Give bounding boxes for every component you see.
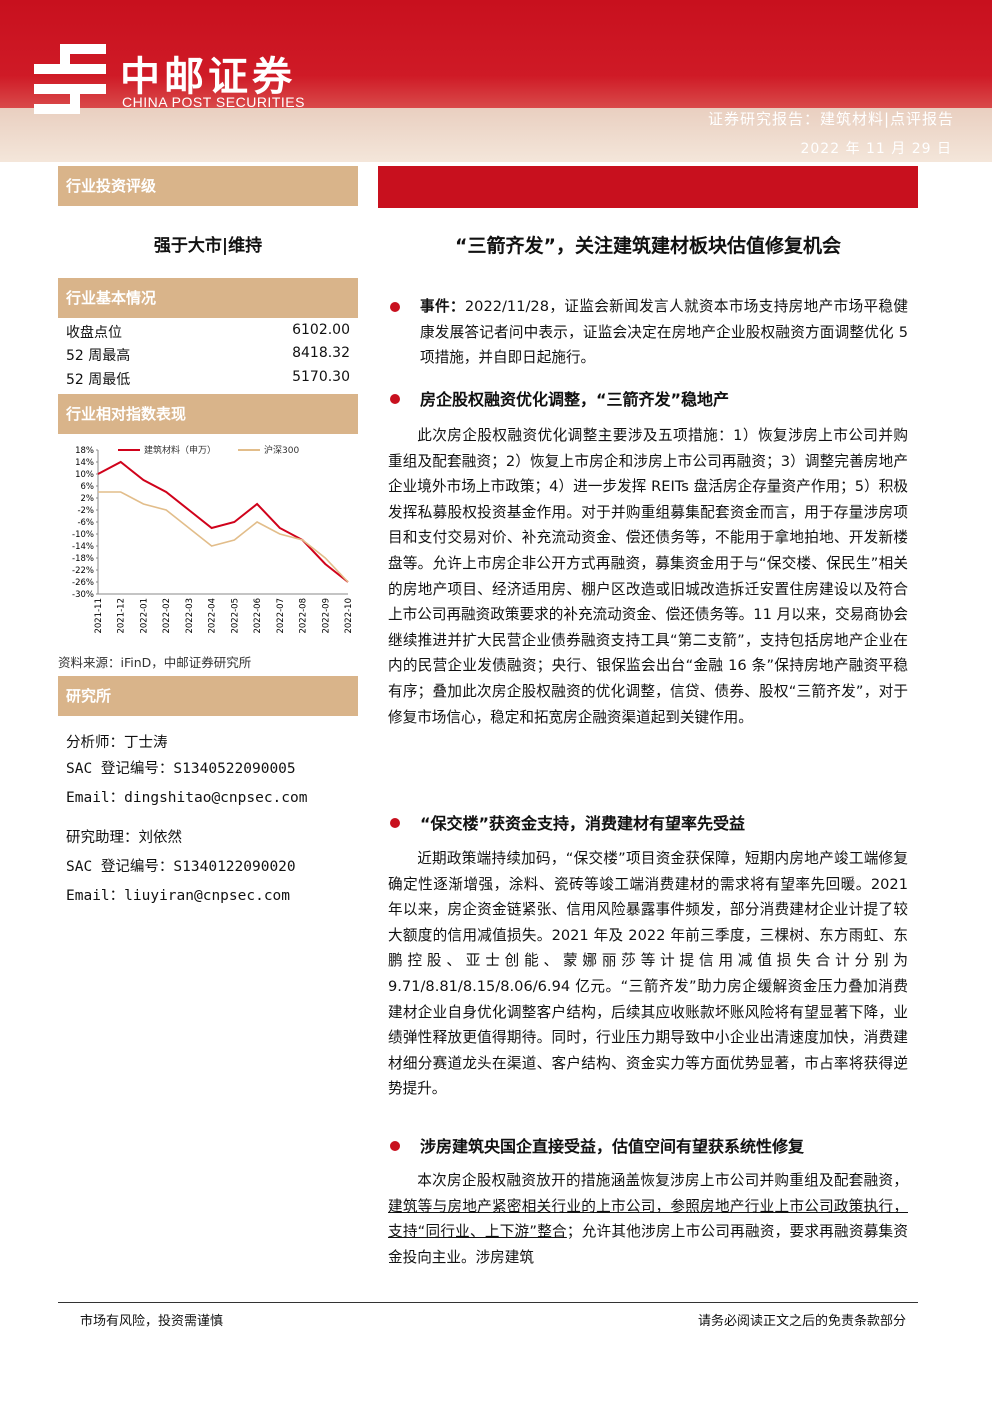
source: 资料来源：iFinD，中邮证券研究所	[58, 655, 252, 670]
section-heading: 房企股权融资优化调整，“三箭齐发”稳地产	[420, 390, 730, 409]
x-tick-label: 2022-02	[162, 598, 172, 634]
analyst: Email：dingshitao@cnpsec.com	[66, 790, 308, 806]
x-tick-label: 2022-05	[230, 598, 240, 634]
section-header: 行业投资评级	[58, 166, 358, 206]
label: 52 周最低	[66, 372, 131, 388]
bullet	[390, 818, 400, 828]
x-tick-label: 2022-08	[299, 598, 309, 634]
section-header: 行业相对指数表现	[58, 394, 358, 434]
analyst: 分析师：丁士涛	[66, 735, 168, 751]
paragraph: 本次房企股权融资放开的措施涵盖恢复涉房上市公司并购重组及配套融资， 建筑等与房地产…	[388, 1168, 908, 1270]
section-heading: 涉房建筑央国企直接受益，估值空间有望获系统性修复	[420, 1137, 805, 1156]
info-row: 52 周最高 8418.32	[66, 345, 350, 367]
legend-label: 沪深300	[264, 444, 299, 456]
underlined-text: 建筑等与房地产紧密相关行业的上市公司，参照房地产行业上市公司政策执行，支持“同行…	[388, 1197, 908, 1241]
x-tick-label: 2022-09	[321, 598, 331, 634]
x-tick-label: 2022-04	[208, 598, 218, 634]
x-tick-label: 2022-07	[276, 598, 286, 634]
x-tick-label: 2021-12	[117, 598, 127, 634]
value: 8418.32	[292, 345, 350, 361]
x-tick-label: 2022-03	[185, 598, 195, 634]
report-title: “三箭齐发”，关注建筑建材板块估值修复机会	[455, 235, 841, 257]
analyst: SAC 登记编号：S1340122090020	[66, 859, 296, 875]
x-tick-label: 2022-10	[344, 598, 354, 634]
footer-rule	[58, 1302, 918, 1303]
y-tick-label: 14%	[75, 458, 94, 468]
analyst: SAC 登记编号：S1340522090005	[66, 761, 296, 777]
analyst: Email：liuyiran@cnpsec.com	[66, 888, 291, 904]
y-tick-label: -30%	[72, 590, 94, 600]
y-tick-label: 6%	[81, 482, 95, 492]
report-date: 2022 年 11 月 29 日	[800, 141, 952, 157]
chart: 18% 14% 10% 6% 2% -2% -6% -10% -14% -18% -22% -26% -…	[72, 444, 354, 634]
y-tick-label: -10%	[72, 530, 94, 540]
logo	[34, 44, 106, 114]
value: 6102.00	[292, 322, 350, 338]
y-tick-label: -14%	[72, 542, 94, 552]
x-tick-label: 2022-06	[253, 598, 263, 634]
bullet	[390, 394, 400, 404]
x-tick-label: 2021-11	[94, 598, 104, 634]
footer-right: 请务必阅读正文之后的免责条款部分	[697, 1314, 906, 1329]
y-tick-label: -22%	[72, 566, 94, 576]
label: 52 周最高	[66, 348, 131, 364]
section-heading: “保交楼”获资金支持，消费建材有望率先受益	[420, 814, 746, 833]
y-tick-label: 18%	[75, 446, 94, 456]
section-header: 行业基本情况	[58, 278, 358, 318]
event-label: 事件：	[420, 298, 465, 315]
bullet	[390, 1141, 400, 1151]
y-tick-label: -18%	[72, 554, 94, 564]
x-tick-label: 2022-01	[139, 598, 149, 634]
y-tick-label: 2%	[81, 494, 95, 504]
brand-en: CHINA POST SECURITIES	[122, 94, 305, 110]
header-band	[0, 0, 992, 108]
text: ；允许其他涉房上市公司再融资，要求再融资募集资金投向主业。涉房建筑	[388, 1223, 908, 1266]
info-row: 收盘点位 6102.00	[66, 322, 350, 344]
paragraph: 此次房企股权融资优化调整主要涉及五项措施：1）恢复涉房上市公司并购重组及配套融资…	[388, 427, 908, 726]
analyst: 研究助理：刘依然	[66, 830, 182, 846]
header-strip	[0, 108, 992, 162]
y-tick-label: -26%	[72, 578, 94, 588]
event: 事件：2022/11/28，证监会新闻发言人就资本市场支持房地产市场平稳健康发展…	[420, 294, 908, 371]
y-tick-label: -6%	[77, 518, 94, 528]
bullet	[390, 302, 400, 312]
info-row: 52 周最低 5170.30	[66, 369, 350, 391]
brand: 中邮证券	[120, 54, 296, 100]
title-bar	[378, 166, 918, 208]
label: 收盘点位	[66, 325, 122, 341]
series-line	[97, 460, 349, 583]
rating: 强于大市|维持	[153, 236, 263, 256]
text: 本次房企股权融资放开的措施涵盖恢复涉房上市公司并购重组及配套融资，	[417, 1172, 908, 1189]
event-text: 2022/11/28，证监会新闻发言人就资本市场支持房地产市场平稳健康发展答记者…	[420, 298, 908, 367]
section-header: 研究所	[58, 676, 358, 716]
paragraph: 近期政策端持续加码，“保交楼”项目资金获保障，短期内房地产竣工端修复确定性逐渐增…	[388, 850, 908, 1098]
y-tick-label: -2%	[77, 506, 94, 516]
report-type: 证券研究报告：建筑材料|点评报告	[707, 110, 954, 128]
series-line	[98, 491, 349, 583]
value: 5170.30	[292, 369, 350, 385]
legend-label: 建筑材料（申万）	[144, 444, 216, 456]
footer-left: 市场有风险，投资需谨慎	[80, 1314, 224, 1329]
y-tick-label: 10%	[75, 470, 94, 480]
